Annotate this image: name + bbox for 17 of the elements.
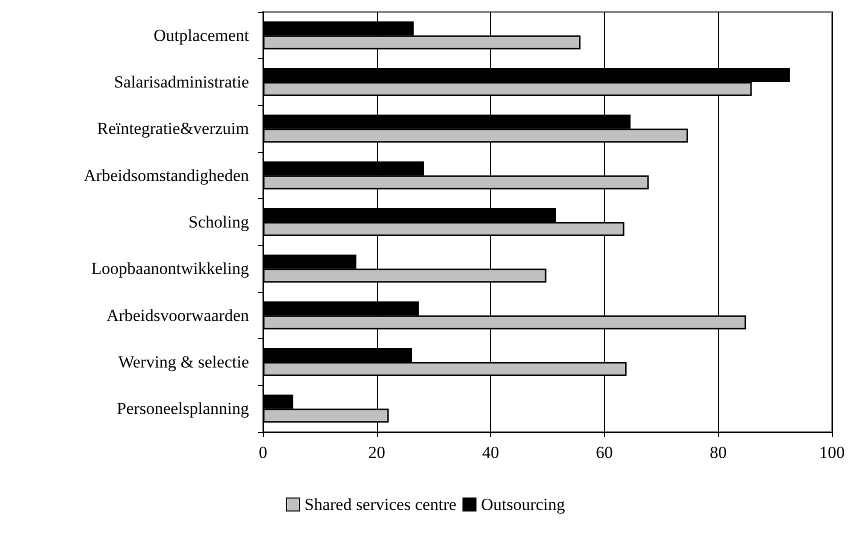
legend-label: Shared services centre [304, 495, 456, 514]
legend-label: Outsourcing [480, 495, 566, 514]
y-tick-label: Scholing [188, 212, 250, 232]
x-tick-label: 40 [482, 443, 500, 462]
y-tick-label: Loopbaanontwikkeling [91, 259, 250, 278]
x-tick-label: 20 [368, 443, 386, 462]
x-tick-label: 100 [819, 443, 845, 462]
x-tick-label: 0 [258, 443, 268, 462]
y-tick-label: Arbeidsvoorwaarden [106, 306, 250, 325]
y-tick-label: Salarisadministratie [114, 72, 249, 92]
y-tick-label: Werving & selectie [118, 352, 249, 372]
y-tick-label: Reïntegratie&verzuim [97, 119, 249, 138]
x-tick-label: 60 [596, 443, 613, 462]
y-tick-label: Personeelsplanning [116, 399, 250, 418]
y-tick-label: Arbeidsomstandigheden [84, 166, 250, 185]
y-tick-label: Outplacement [154, 26, 250, 45]
x-tick-label: 80 [710, 443, 727, 462]
